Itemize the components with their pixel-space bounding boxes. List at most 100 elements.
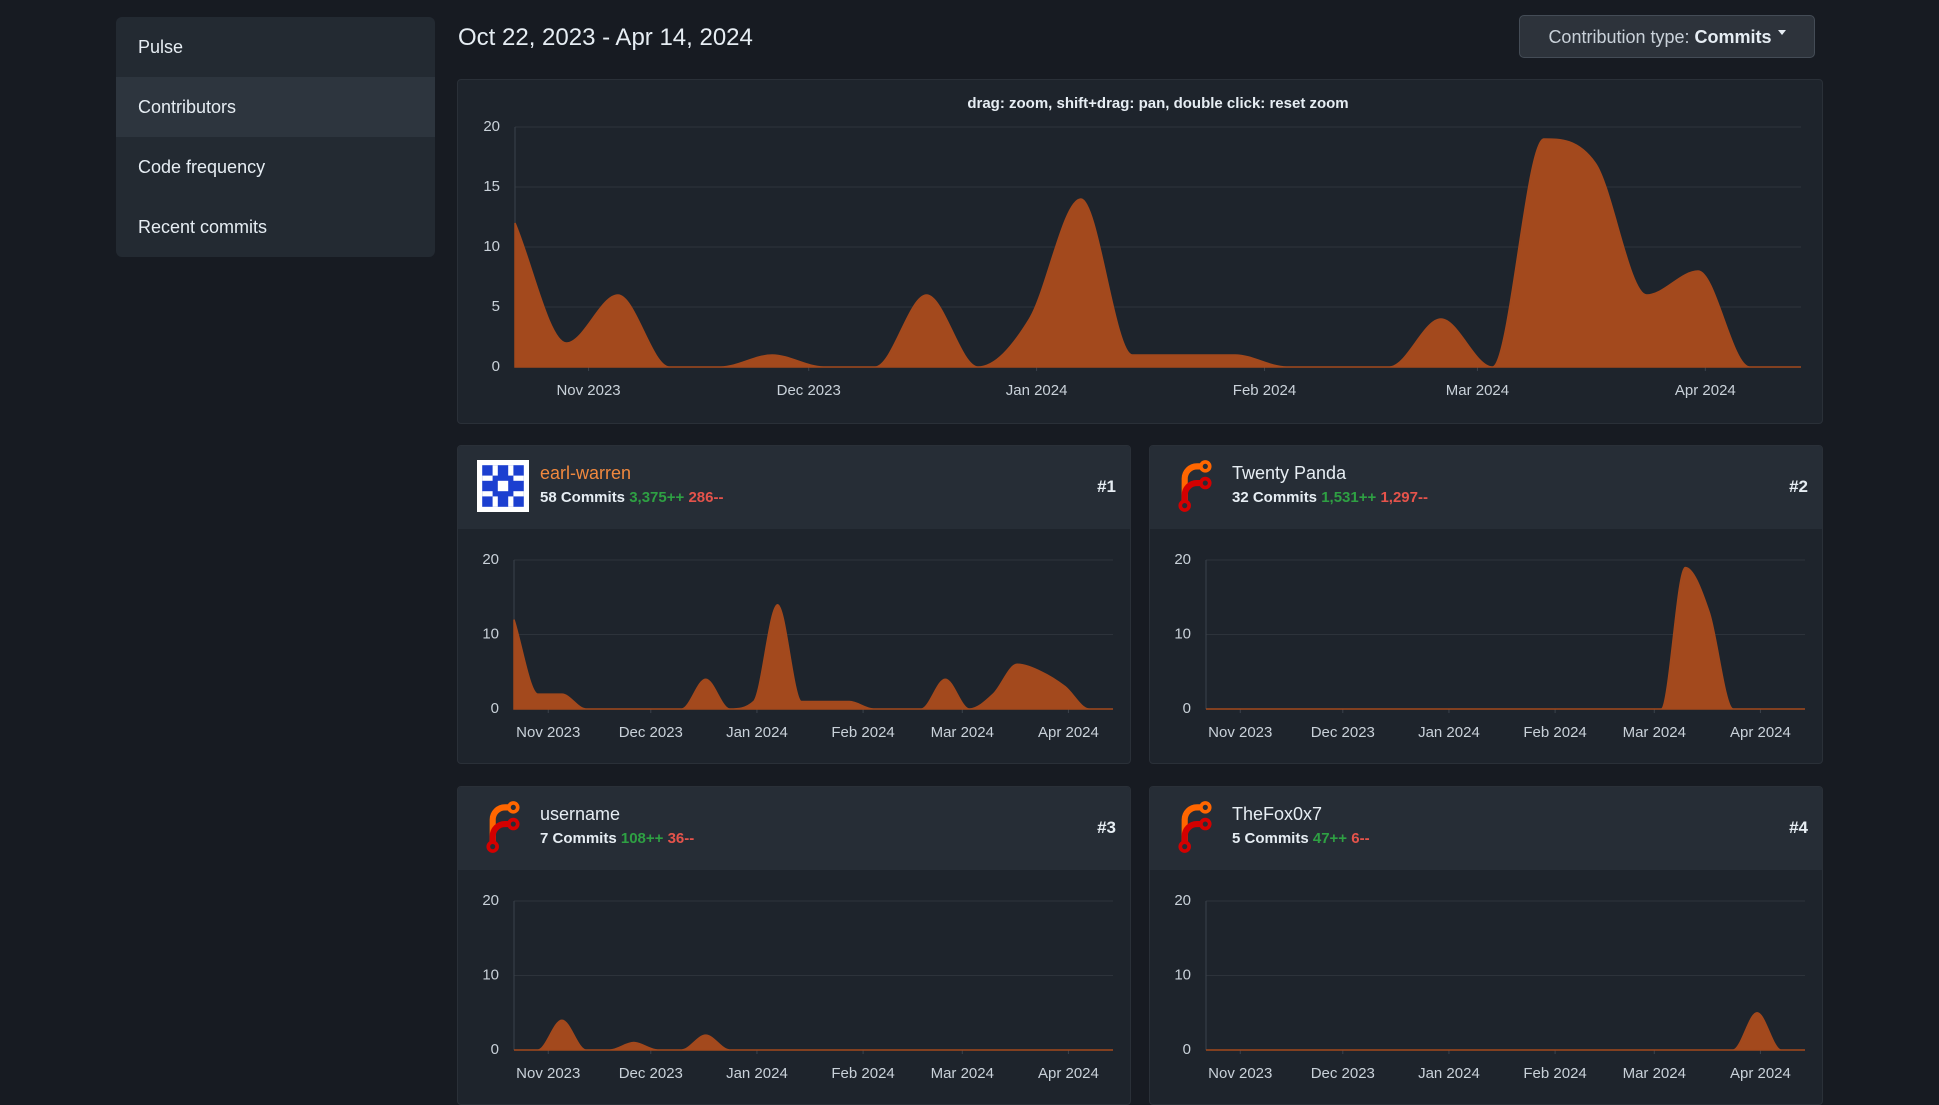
sidebar: Pulse Contributors Code frequency Recent…: [116, 17, 435, 257]
dropdown-label: Contribution type:: [1548, 27, 1690, 47]
avatar-identicon: [477, 460, 529, 512]
x-tick-label: Feb 2024: [1233, 382, 1296, 399]
chart: 0 10 20 Nov 2023 Dec 2023 Jan 2024 Feb 2024 Mar…: [482, 551, 1113, 741]
x-tick-label: Dec 2023: [1311, 1065, 1375, 1082]
y-tick-label: 20: [482, 892, 499, 909]
x-tick-label: Jan 2024: [1418, 1065, 1480, 1082]
y-tick-label: 0: [492, 358, 500, 375]
commit-count: 58 Commits: [540, 489, 626, 506]
contributor-name[interactable]: username: [540, 804, 621, 824]
x-tick-label: Nov 2023: [1208, 724, 1272, 741]
x-tick-label: Mar 2024: [931, 724, 994, 741]
x-tick-label: Apr 2024: [1038, 1065, 1099, 1082]
caret: [1777, 29, 1786, 35]
x-tick-label: Apr 2024: [1038, 724, 1099, 741]
avatar: [1169, 801, 1221, 853]
x-tick-label: Jan 2024: [726, 1065, 788, 1082]
avatar-logo: [1178, 801, 1212, 853]
y-tick-label: 0: [491, 1041, 499, 1058]
contributor-stats: 32 Commits 1,531++ 1,297--: [1232, 489, 1428, 506]
x-tick-label: Mar 2024: [1623, 724, 1686, 741]
card-header: Twenty Panda 32 Commits 1,531++ 1,297-- #2: [1150, 446, 1822, 529]
x-tick-label: Jan 2024: [1418, 724, 1480, 741]
additions: 108++: [620, 830, 664, 847]
x-tick-label: Apr 2024: [1730, 724, 1791, 741]
chart: 0 10 20 Nov 2023 Dec 2023 Jan 2024 Feb 2024 Mar…: [482, 892, 1113, 1082]
x-tick-label: Nov 2023: [516, 724, 580, 741]
x-tick-label: Apr 2024: [1730, 1065, 1791, 1082]
contributor-card: earl-warren 58 Commits 3,375++ 286-- #1 0 10…: [457, 445, 1131, 764]
x-tick-label: Mar 2024: [1623, 1065, 1686, 1082]
y-tick-label: 20: [482, 551, 499, 568]
contribution-dropdown[interactable]: Contribution type: Commits: [1519, 15, 1815, 58]
contributor-stats: 58 Commits 3,375++ 286--: [540, 489, 723, 506]
y-tick-label: 20: [1174, 551, 1191, 568]
chart: 0 10 20 Nov 2023 Dec 2023 Jan 2024 Feb 2024 Mar…: [1174, 892, 1805, 1082]
deletions: 36--: [667, 830, 695, 847]
x-tick-label: Feb 2024: [831, 724, 894, 741]
additions: 47++: [1312, 830, 1348, 847]
contributor-name[interactable]: earl-warren: [540, 463, 632, 483]
nav-item[interactable]: Pulse: [138, 37, 184, 57]
x-tick-label: Dec 2023: [1311, 724, 1375, 741]
x-tick-label: Nov 2023: [556, 382, 620, 399]
additions: 3,375++: [629, 489, 685, 506]
area: [1206, 566, 1805, 710]
commit-count: 32 Commits: [1232, 489, 1318, 506]
x-tick-label: Jan 2024: [726, 724, 788, 741]
card-header: TheFox0x7 5 Commits 47++ 6-- #4: [1150, 787, 1822, 870]
chart: drag: zoom, shift+drag: pan, double clic…: [483, 95, 1801, 399]
avatar-logo: [486, 801, 520, 853]
date-range: Oct 22, 2023 - Apr 14, 2024: [458, 24, 753, 51]
y-tick-label: 0: [1183, 700, 1191, 717]
x-tick-label: Feb 2024: [1523, 724, 1586, 741]
x-tick-label: Mar 2024: [1446, 382, 1509, 399]
contributor-name[interactable]: TheFox0x7: [1232, 804, 1323, 824]
main-chart-panel: drag: zoom, shift+drag: pan, double clic…: [457, 79, 1823, 424]
avatar: [1169, 460, 1221, 512]
rank: #2: [1789, 477, 1808, 496]
contributor-name[interactable]: Twenty Panda: [1232, 463, 1347, 483]
y-tick-label: 10: [483, 238, 500, 255]
additions: 1,531++: [1321, 489, 1377, 506]
y-tick-label: 10: [482, 625, 499, 642]
area: [1206, 1011, 1805, 1051]
x-tick-label: Dec 2023: [777, 382, 841, 399]
avatar: [477, 460, 529, 512]
avatar-logo: [1178, 460, 1212, 512]
nav-item[interactable]: Code frequency: [138, 157, 266, 177]
x-tick-label: Dec 2023: [619, 1065, 683, 1082]
x-tick-label: Jan 2024: [1006, 382, 1068, 399]
y-tick-label: 0: [491, 700, 499, 717]
y-tick-label: 20: [1174, 892, 1191, 909]
area: [514, 1019, 1113, 1051]
area: [514, 138, 1801, 368]
rank: #3: [1097, 818, 1116, 837]
deletions: 1,297--: [1380, 489, 1428, 506]
y-tick-label: 20: [483, 118, 500, 135]
y-tick-label: 10: [1174, 625, 1191, 642]
card-header: earl-warren 58 Commits 3,375++ 286-- #1: [458, 446, 1130, 529]
contributor-card: username 7 Commits 108++ 36-- #3 0 10 20 Nov 2…: [457, 786, 1131, 1105]
y-tick-label: 0: [1183, 1041, 1191, 1058]
contributor-stats: 5 Commits 47++ 6--: [1232, 830, 1370, 847]
x-tick-label: Nov 2023: [516, 1065, 580, 1082]
rank: #4: [1789, 818, 1808, 837]
deletions: 6--: [1351, 830, 1370, 847]
area: [513, 603, 1113, 710]
card-header: username 7 Commits 108++ 36-- #3: [458, 787, 1130, 870]
nav-item[interactable]: Contributors: [116, 77, 435, 137]
x-tick-label: Dec 2023: [619, 724, 683, 741]
avatar: [477, 801, 529, 853]
contributor-card: TheFox0x7 5 Commits 47++ 6-- #4 0 10 20 Nov 20…: [1149, 786, 1823, 1105]
nav-item[interactable]: Recent commits: [138, 217, 268, 237]
y-tick-label: 15: [483, 178, 500, 195]
commit-count: 5 Commits: [1232, 830, 1309, 847]
x-tick-label: Feb 2024: [1523, 1065, 1586, 1082]
x-tick-label: Nov 2023: [1208, 1065, 1272, 1082]
chart-title: drag: zoom, shift+drag: pan, double clic…: [967, 95, 1348, 112]
x-tick-label: Apr 2024: [1675, 382, 1736, 399]
contributor-card: Twenty Panda 32 Commits 1,531++ 1,297-- #2…: [1149, 445, 1823, 764]
y-tick-label: 10: [1174, 966, 1191, 983]
